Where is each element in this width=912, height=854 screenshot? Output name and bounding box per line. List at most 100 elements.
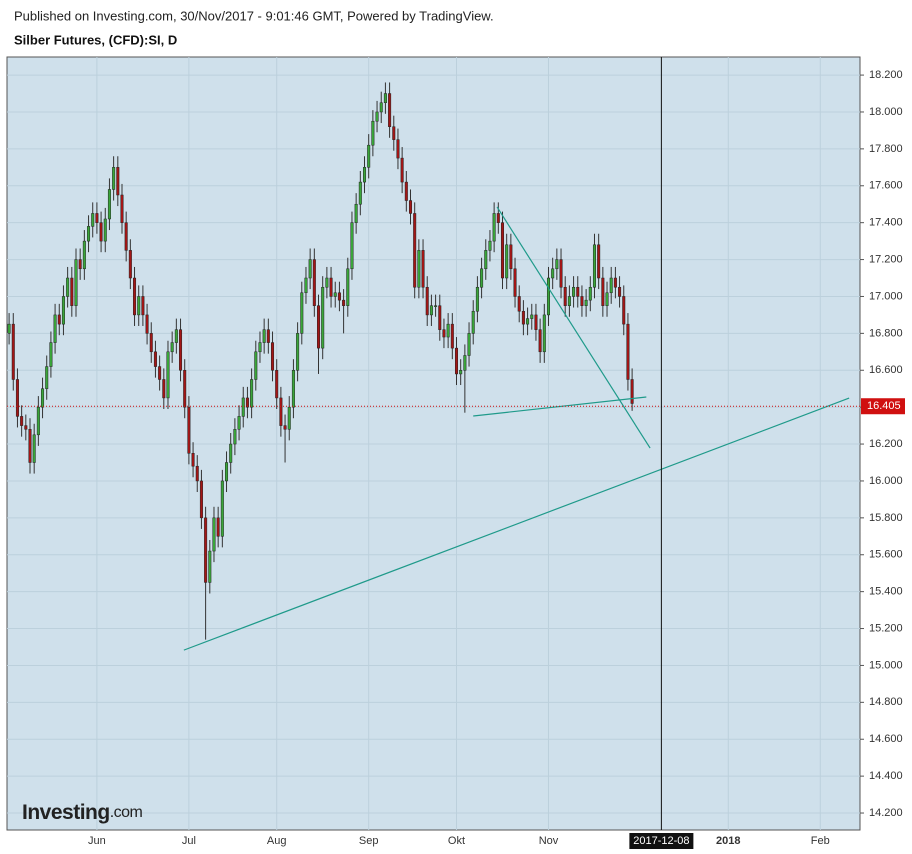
candle-body [563,286,567,306]
candle-body [538,329,542,353]
candle-body [337,292,341,301]
candle-body [438,305,442,330]
candle-body [237,416,241,430]
candle-body [212,517,216,552]
candle-body [233,429,237,445]
trend-line [496,206,651,449]
candle-body [488,240,492,251]
y-tick-label: 14.800 [869,696,903,708]
candle-body [170,342,174,353]
symbol-title: Silber Futures, (CFD):SI, D [14,32,177,47]
candle-body [199,480,203,519]
candle-body [408,200,413,214]
candle-body [425,286,429,316]
y-tick-label: 17.200 [869,253,903,265]
candle-body [141,296,145,316]
candle-body [396,139,400,159]
candle-body [567,296,571,306]
candle-body [204,517,208,583]
candle-body [492,213,496,242]
y-tick-label: 15.600 [869,549,903,561]
x-tick-label: 2018 [716,835,740,847]
candle-body [413,213,417,288]
y-tick-label: 17.400 [869,217,903,229]
candle-body [158,366,162,380]
y-tick-label: 15.000 [869,659,903,671]
candle-body [254,351,258,380]
candle-body [53,314,57,343]
candle-body [546,277,550,316]
candle-body [626,323,630,380]
candle-body [450,323,454,349]
candle-body [95,213,99,223]
candle-body [388,93,392,127]
candle-body [317,305,321,349]
candle-body [576,286,580,297]
candle-body [291,370,295,408]
x-tick-label: Feb [811,835,830,847]
candle-body [296,333,300,371]
candle-body [24,425,28,430]
candle-body [354,203,358,223]
x-tick-label: Nov [539,835,559,847]
candle-body [371,120,375,146]
candle-body [308,259,312,279]
candle-body [162,379,166,399]
candle-body [517,296,521,312]
candle-body [505,244,509,279]
candle-body [597,244,601,279]
candle-body [70,277,74,306]
candle-body [112,167,116,190]
candle-body [11,323,15,380]
candle-body [20,416,24,426]
y-tick-label: 17.000 [869,290,903,302]
candle-body [375,111,379,122]
candle-body [601,277,605,306]
logo-suffix: .com [110,804,143,821]
candle-body [392,126,396,140]
y-tick-label: 17.800 [869,143,903,155]
y-tick-label: 14.200 [869,807,903,819]
candle-body [99,222,103,242]
candle-body [166,351,170,399]
candle-body [245,397,249,408]
candle-body [584,299,588,306]
candle-body [471,310,475,334]
candle-body [49,342,53,367]
candle-body [475,286,479,312]
candle-body [605,292,609,306]
candle-body [153,351,157,367]
logo: Investing.com [22,801,143,824]
candle-body [133,277,137,316]
candle-body [36,406,40,436]
candle-body [500,222,504,279]
candle-body [82,240,86,270]
y-tick-label: 16.800 [869,327,903,339]
candle-body [526,318,530,325]
published-note: Published on Investing.com, 30/Nov/2017 … [14,8,494,23]
candle-body [454,347,459,375]
y-tick-label: 14.400 [869,770,903,782]
candle-body [45,366,49,389]
candle-body [421,250,425,288]
x-tick-label: Jun [88,835,106,847]
candle-body [542,314,546,353]
candle-body [91,213,95,227]
candle-body [379,102,383,113]
candle-body [124,222,128,251]
candle-body [613,277,617,288]
candle-body [195,465,199,482]
y-tick-label: 18.200 [869,69,903,81]
y-tick-label: 17.600 [869,180,903,192]
candle-body [429,305,433,316]
candle-body [116,167,120,196]
crosshair-box [629,833,694,849]
candle-body [287,406,291,430]
y-tick-label: 16.000 [869,475,903,487]
logo-brand: Investing [22,801,110,824]
candle-body [363,167,367,183]
candle-body [534,314,538,330]
candle-body [191,453,195,467]
candle-body [66,277,70,297]
